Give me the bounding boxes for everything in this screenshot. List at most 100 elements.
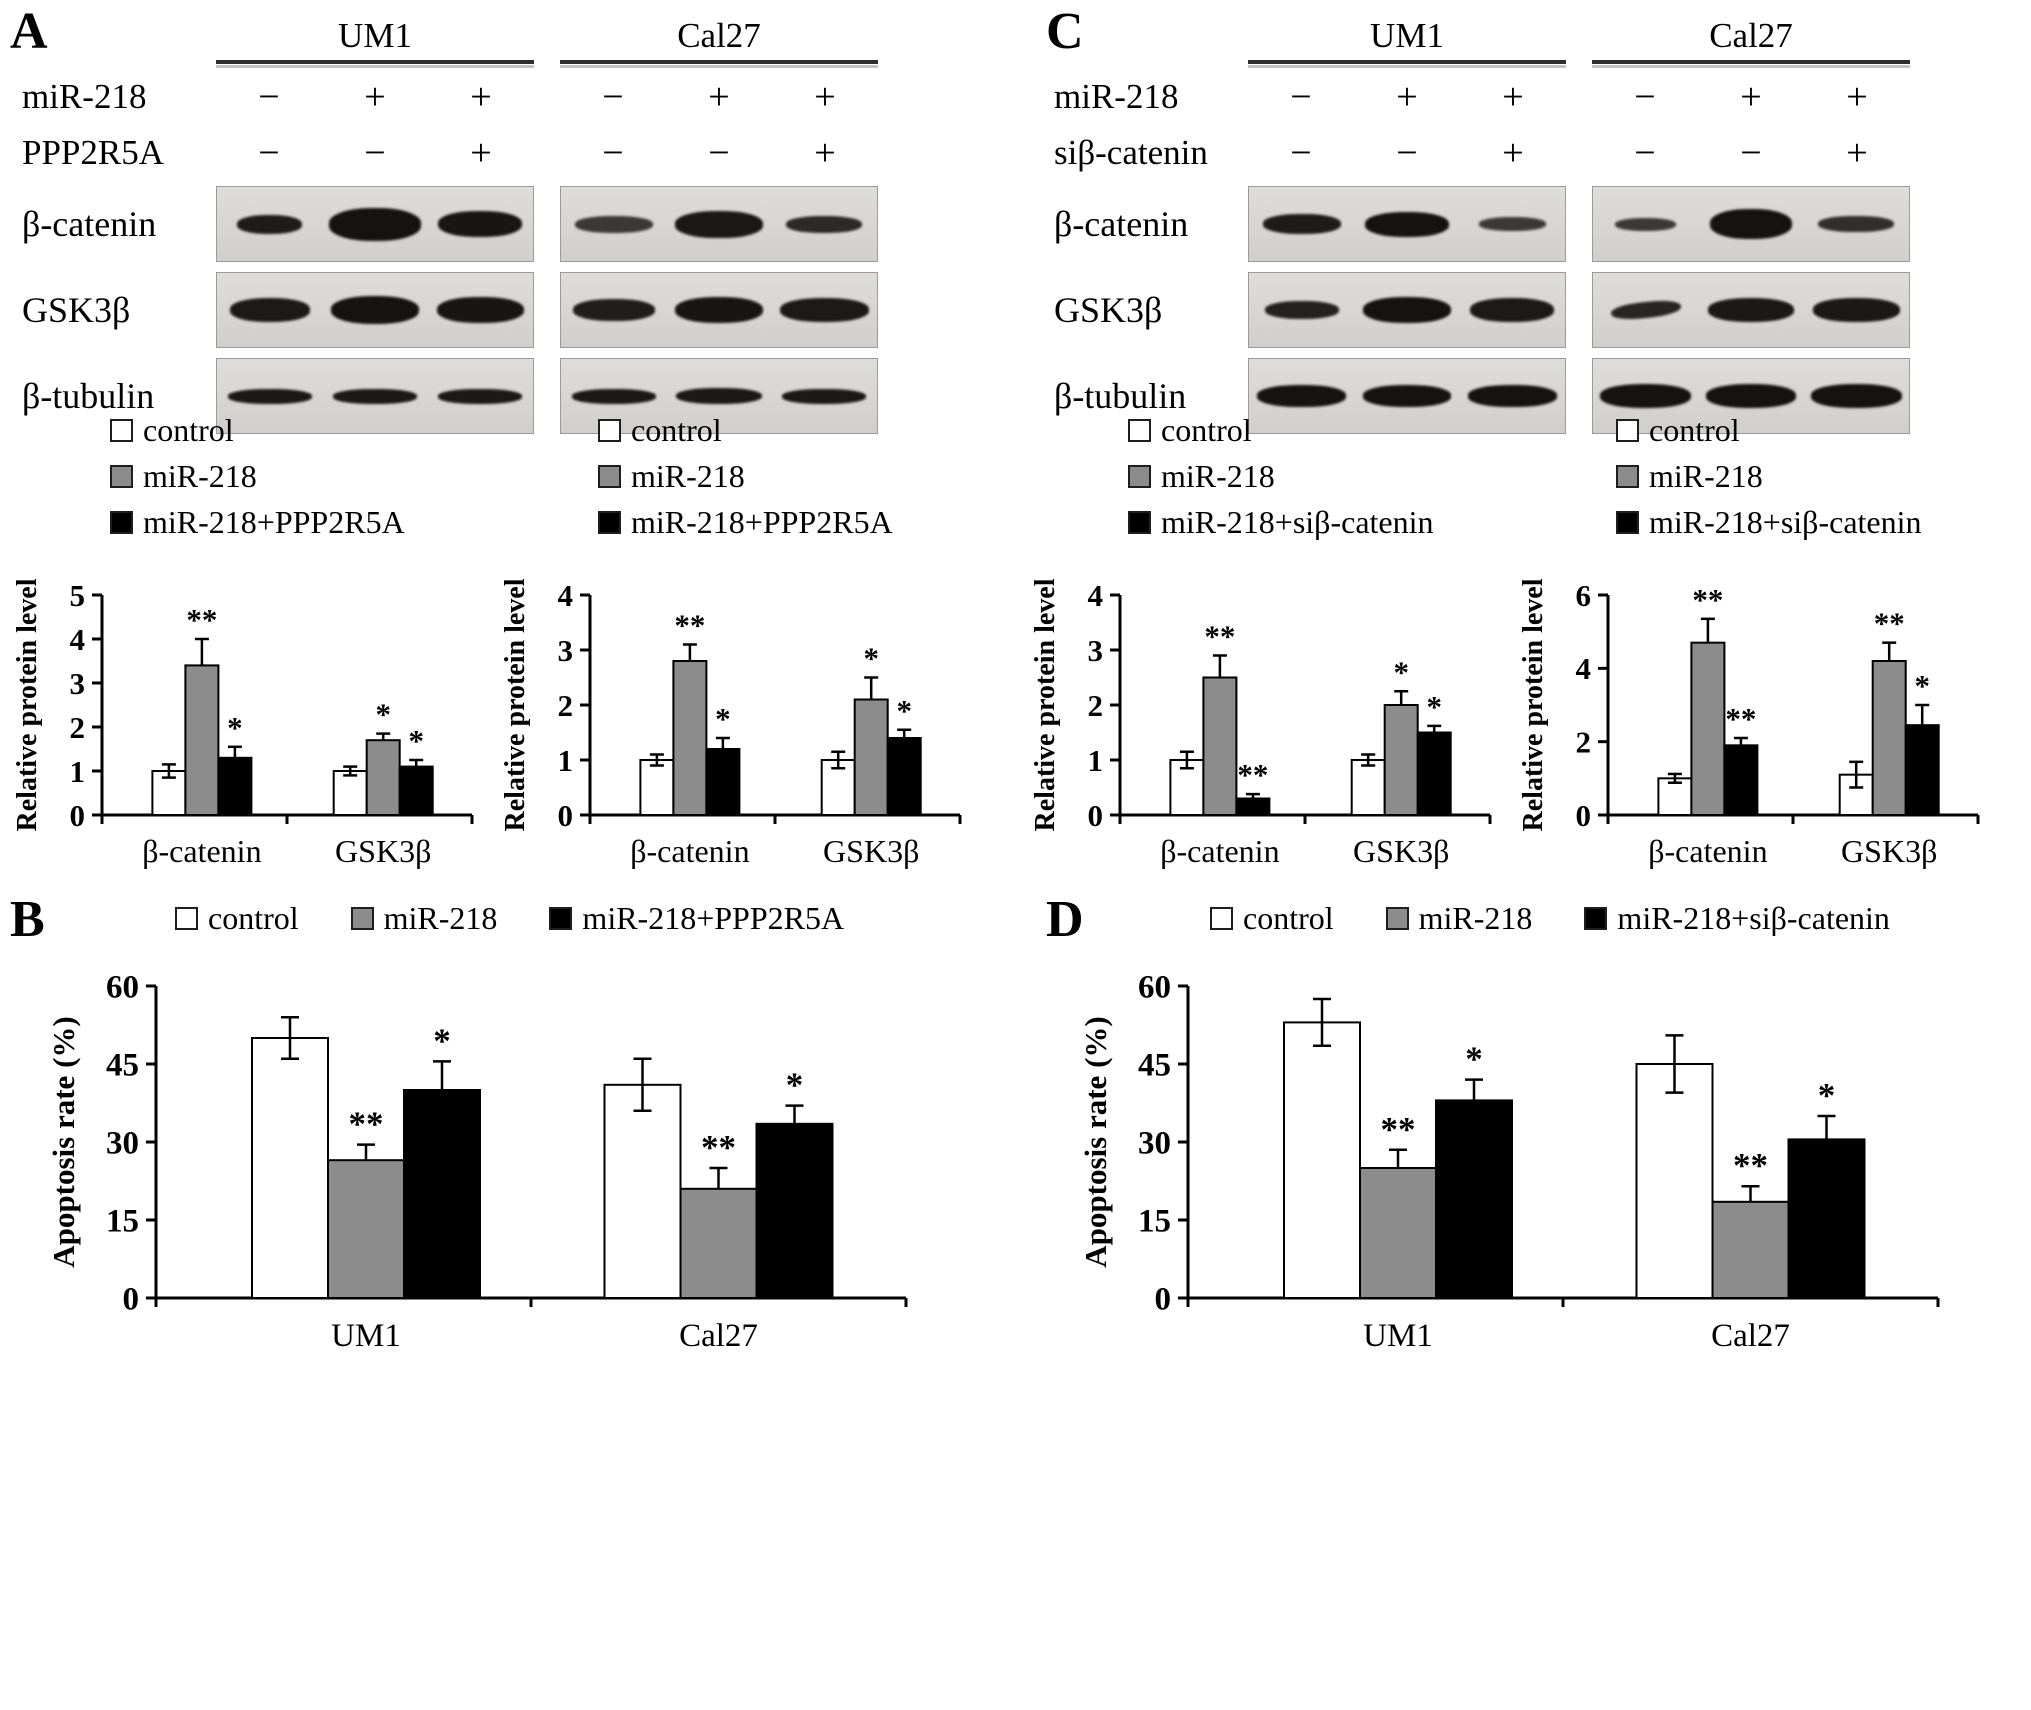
condition-symbol: − — [1396, 132, 1418, 174]
blot-image — [1248, 272, 1566, 348]
blot-row-label: β-catenin — [1054, 204, 1189, 244]
category-label: UM1 — [1363, 1318, 1433, 1354]
blot-image — [1592, 186, 1910, 262]
bar — [1202, 676, 1238, 816]
significance-star: ** — [349, 1105, 384, 1144]
condition-group: − + + — [1592, 74, 1910, 120]
blot-lane — [428, 273, 533, 347]
blot-band — [571, 388, 656, 404]
panel-a-charts: control miR-218 miR-218+PPP2R5A 0 1 2 3 4 5 Rela… — [14, 412, 972, 875]
legend-label: control — [1649, 412, 1740, 448]
legend-label: miR-218 — [143, 458, 257, 494]
legend-label: miR-218+PPP2R5A — [582, 900, 845, 936]
condition-symbol: − — [1634, 132, 1656, 174]
y-axis-label: Relative protein level — [1032, 578, 1061, 831]
condition-symbol: − — [708, 132, 730, 174]
legend-a-um1: control miR-218 miR-218+PPP2R5A — [110, 412, 484, 541]
condition-group: − − + — [1592, 130, 1910, 176]
blot-band — [237, 214, 303, 234]
legend-label: miR-218 — [1418, 900, 1533, 936]
bar — [365, 739, 401, 816]
significance-star: * — [863, 641, 879, 676]
y-tick-label: 6 — [1576, 578, 1592, 613]
significance-star: ** — [1204, 619, 1235, 654]
y-tick-label: 4 — [70, 622, 86, 657]
category-label: β-catenin — [142, 833, 261, 869]
significance-star: ** — [701, 1128, 736, 1167]
category-label: GSK3β — [823, 833, 919, 869]
category-label: GSK3β — [1353, 833, 1449, 869]
blot-row-label: GSK3β — [1054, 290, 1163, 330]
blot-row-label: β-catenin — [22, 204, 157, 244]
legend-item: miR-218 — [1616, 458, 1990, 495]
y-tick-label: 30 — [106, 1126, 139, 1162]
legend-item: control — [1128, 412, 1502, 449]
condition-row-label: siβ-catenin — [1054, 133, 1208, 172]
cell-line-header: UM1 — [1248, 12, 1566, 68]
blot-lane — [217, 187, 322, 261]
y-tick-label: 30 — [1138, 1126, 1171, 1162]
blot-lane — [428, 187, 533, 261]
significance-star: * — [1914, 668, 1930, 703]
legend-swatch — [1616, 419, 1639, 442]
blot-lane — [322, 359, 427, 433]
blot-lane — [1460, 273, 1565, 347]
legend-d: control miR-218 miR-218+siβ-catenin — [1210, 900, 1890, 937]
condition-symbol: − — [602, 132, 624, 174]
condition-symbol: + — [1846, 76, 1868, 118]
significance-star: * — [1426, 689, 1442, 724]
panel-b: B control miR-218 miR-218+PPP2R5A 0 15 30 45 6… — [0, 878, 1012, 1710]
blot-lane — [1698, 187, 1803, 261]
bar — [1416, 731, 1452, 816]
blot-band — [1818, 216, 1895, 232]
legend-item: miR-218 — [110, 458, 484, 495]
condition-symbol: + — [814, 76, 836, 118]
legend-item: control — [110, 412, 484, 449]
blot-lane — [1249, 359, 1354, 433]
blot-lane — [1354, 273, 1459, 347]
blot-band — [786, 215, 863, 233]
significance-star: ** — [1725, 701, 1756, 736]
blot-band — [1478, 217, 1547, 231]
legend-c-um1: control miR-218 miR-218+siβ-catenin — [1128, 412, 1502, 541]
blot-lane — [1804, 187, 1909, 261]
legend-swatch — [1616, 465, 1639, 488]
blot-band — [1257, 385, 1346, 407]
bar — [1635, 1063, 1714, 1299]
legend-label: miR-218 — [1649, 458, 1763, 494]
blot-band — [1364, 211, 1450, 237]
significance-star: ** — [1692, 582, 1723, 617]
blot-lane — [1593, 273, 1698, 347]
y-tick-label: 3 — [70, 666, 86, 701]
bar — [853, 698, 889, 816]
y-tick-label: 2 — [1576, 725, 1592, 760]
blot-lane — [666, 187, 771, 261]
blot-band — [572, 299, 655, 321]
bar — [1383, 704, 1419, 816]
blot-row-label: β-tubulin — [1054, 376, 1187, 416]
condition-symbol: − — [1740, 132, 1762, 174]
legend-swatch — [110, 511, 133, 534]
blot-lane — [666, 273, 771, 347]
y-tick-label: 45 — [1138, 1048, 1171, 1084]
blot-band — [574, 215, 653, 233]
y-tick-label: 0 — [1088, 798, 1104, 833]
y-tick-label: 60 — [106, 970, 139, 1006]
legend-label: miR-218+PPP2R5A — [143, 504, 405, 540]
bar — [1690, 641, 1726, 816]
blot-lane — [1698, 359, 1803, 433]
blot-lane — [1249, 273, 1354, 347]
condition-symbol: − — [1634, 76, 1656, 118]
condition-symbol: − — [1290, 76, 1312, 118]
blot-band — [1610, 298, 1682, 322]
legend-a-cal27: control miR-218 miR-218+PPP2R5A — [598, 412, 972, 541]
blot-lane — [1249, 187, 1354, 261]
y-axis-label: Relative protein level — [1520, 578, 1549, 831]
blot-image — [216, 272, 534, 348]
spacer — [22, 12, 190, 64]
legend-item: miR-218+PPP2R5A — [598, 504, 972, 541]
bar — [1711, 1200, 1790, 1299]
legend-swatch — [1385, 907, 1409, 930]
blot-image — [216, 358, 534, 434]
